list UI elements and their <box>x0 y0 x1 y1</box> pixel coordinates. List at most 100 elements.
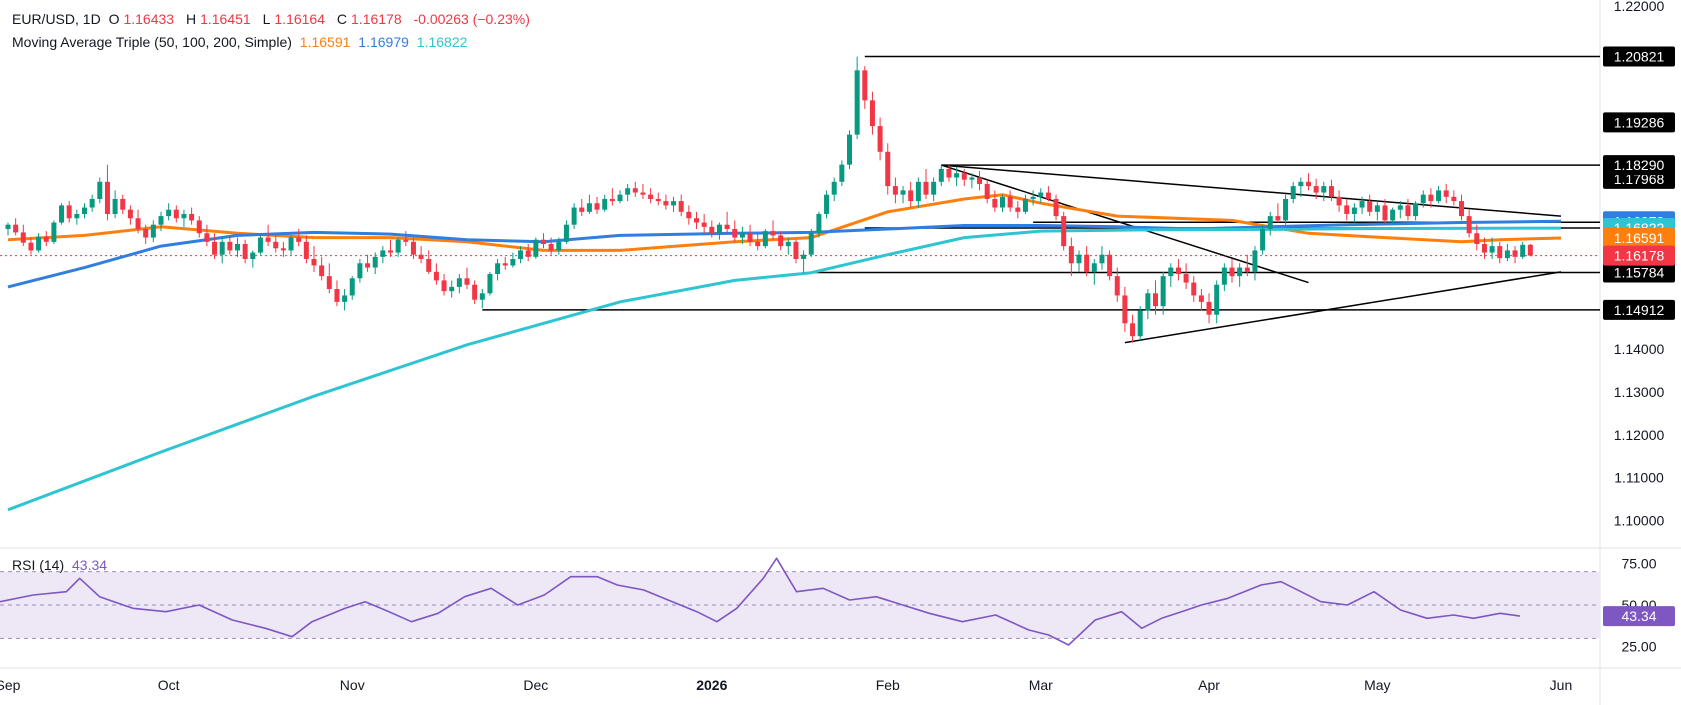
candle-body <box>686 211 692 219</box>
rsi-tick-label: 25.00 <box>1621 639 1656 655</box>
candle-body <box>1076 254 1082 264</box>
candle-body <box>548 243 554 251</box>
candle-body <box>1007 196 1013 208</box>
candle-body <box>648 194 654 199</box>
candle-body <box>189 213 195 221</box>
candle-body <box>1474 233 1480 244</box>
candle-body <box>1382 205 1388 221</box>
candle-body <box>1091 263 1097 272</box>
time-tick-label: 2026 <box>696 677 727 693</box>
rsi-label: RSI (14) <box>12 557 65 573</box>
candle-body <box>487 274 493 294</box>
candle-body <box>120 198 126 210</box>
symbol-label: EUR/USD, 1D <box>12 11 101 27</box>
candle-body <box>1420 194 1426 204</box>
candle-body <box>1328 186 1334 197</box>
candle-body <box>1015 207 1021 212</box>
candle-body <box>479 293 485 300</box>
time-tick-label: May <box>1364 677 1390 693</box>
candle-body <box>1137 310 1143 337</box>
candle-body <box>617 194 623 202</box>
candle-body <box>518 250 524 259</box>
symbol-header: EUR/USD, 1D O 1.16433 H 1.16451 L 1.16164 C… <box>12 11 534 27</box>
candle-body <box>739 233 745 238</box>
candle-body <box>1099 254 1105 264</box>
candle-body <box>280 248 286 251</box>
candle-body <box>380 250 386 257</box>
candle-body <box>1520 244 1526 257</box>
price-tick-label: 1.13000 <box>1614 384 1665 400</box>
candle-body <box>288 237 294 251</box>
candle-body <box>1512 250 1518 257</box>
candle-body <box>1344 205 1350 214</box>
candle-body <box>418 254 424 259</box>
candle-body <box>923 181 929 195</box>
ma-price-label-bg <box>1603 245 1675 266</box>
trendline <box>1124 271 1562 344</box>
candle-body <box>571 207 577 225</box>
candle-body <box>13 224 19 233</box>
ma-label: Moving Average Triple (50, 100, 200, Sim… <box>12 34 292 50</box>
candle-body <box>1061 216 1067 247</box>
time-tick-label: Mar <box>1029 677 1053 693</box>
candle-body <box>954 173 960 178</box>
candle-body <box>1527 244 1533 256</box>
candle-body <box>1451 196 1457 202</box>
candle-body <box>931 181 937 195</box>
candle-body <box>472 284 478 300</box>
candle-body <box>984 183 990 199</box>
candle-body <box>403 239 409 242</box>
candle-body <box>1084 254 1090 272</box>
candle-body <box>426 258 432 272</box>
candle-body <box>594 203 600 210</box>
candle-body <box>395 239 401 253</box>
candle-body <box>1481 243 1487 253</box>
candle-body <box>59 205 65 223</box>
candle-body <box>1351 207 1357 214</box>
candle-body <box>609 198 615 202</box>
candle-body <box>1413 203 1419 217</box>
time-tick-label: Dec <box>523 677 548 693</box>
candle-body <box>992 198 998 208</box>
candle-body <box>747 233 753 242</box>
candle-body <box>1428 194 1434 202</box>
candle-body <box>502 263 508 266</box>
candle-body <box>127 209 133 219</box>
price-tick-label: 1.22000 <box>1614 0 1665 14</box>
candle-body <box>28 242 34 251</box>
candle-body <box>1175 267 1181 274</box>
candle-body <box>946 168 952 178</box>
candle-body <box>1504 250 1510 259</box>
candle-body <box>303 241 309 259</box>
candle-body <box>1367 201 1373 212</box>
price-tick-label: 1.10000 <box>1614 513 1665 529</box>
candle-body <box>204 233 210 242</box>
candle-body <box>579 207 585 212</box>
candle-body <box>961 173 967 180</box>
candle-body <box>663 201 669 206</box>
candle-body <box>839 164 845 182</box>
candle-body <box>1045 192 1051 199</box>
candle-body <box>372 256 378 268</box>
candle-body <box>1397 205 1403 210</box>
change-value: -0.00263 (−0.23%) <box>413 11 530 27</box>
candle-body <box>273 241 279 249</box>
candle-body <box>808 233 814 255</box>
candle-body <box>334 289 340 302</box>
candle-body <box>1000 196 1005 208</box>
candle-body <box>831 181 837 195</box>
candle-body <box>36 236 42 251</box>
candle-body <box>755 241 761 247</box>
candle-body <box>533 239 539 257</box>
ma200-value: 1.16822 <box>416 34 468 50</box>
candle-body <box>541 239 546 244</box>
candle-body <box>862 70 868 101</box>
open-value: 1.16433 <box>123 11 175 27</box>
candle-body <box>97 181 103 199</box>
candle-body <box>709 226 715 234</box>
candle-body <box>235 243 240 251</box>
ma-header: Moving Average Triple (50, 100, 200, Sim… <box>12 34 471 50</box>
candle-body <box>319 265 325 277</box>
candle-body <box>854 70 860 135</box>
